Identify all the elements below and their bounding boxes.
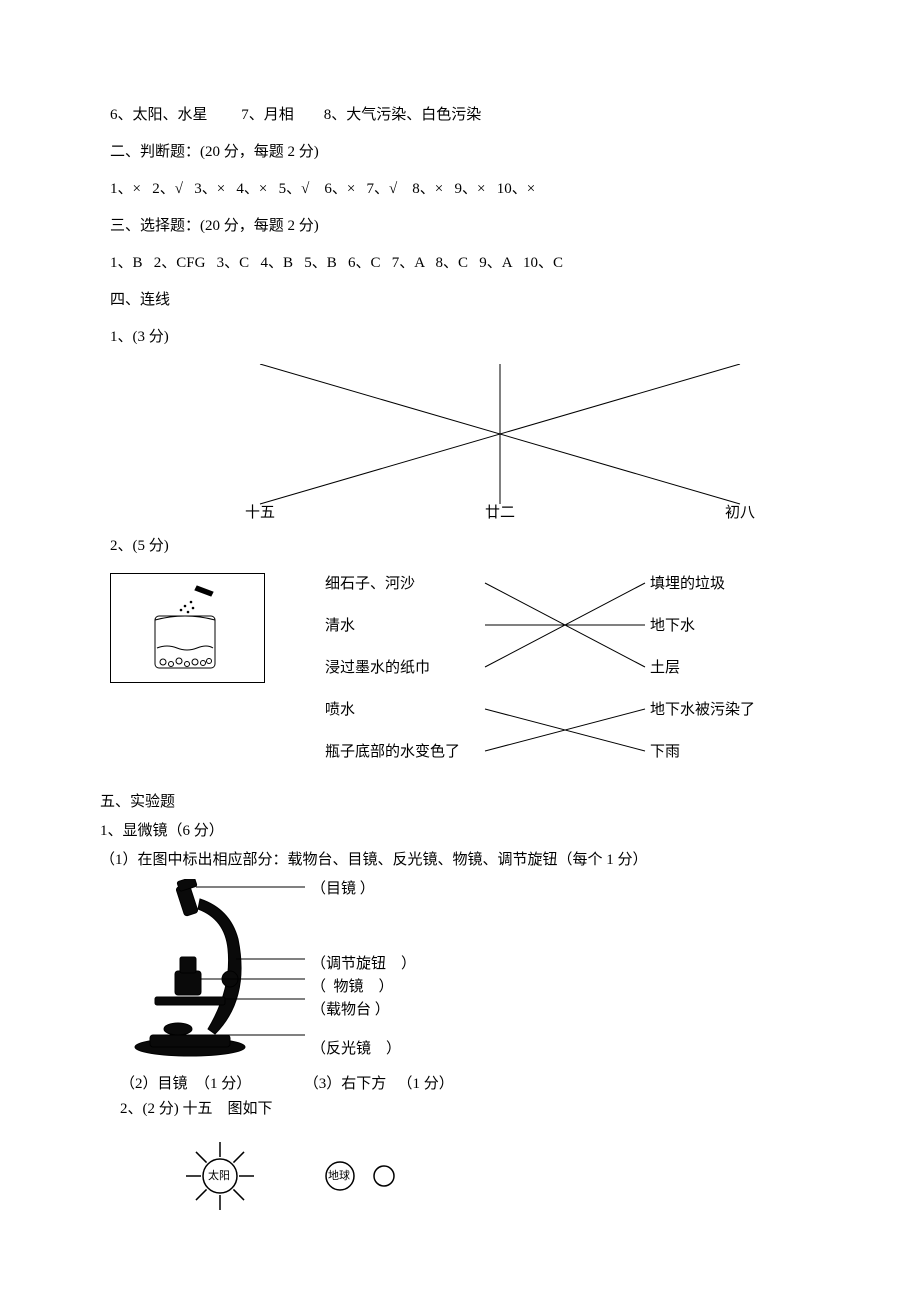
section5-q1-label: 1、显微镜（6 分）: [100, 821, 820, 842]
section2-answers: 1、× 2、√ 3、× 4、× 5、√ 6、× 7、√ 8、× 9、× 10、×: [110, 179, 820, 200]
page-content: 6、太阳、水星 7、月相 8、大气污染、白色污染 二、判断题：(20 分，每题 …: [110, 105, 820, 1216]
fill-q8: 8、大气污染、白色污染: [324, 107, 482, 123]
microscope-icon: [120, 879, 305, 1059]
micro-label-knob: （调节旋钮 ）: [311, 954, 416, 975]
q1-sub3: （3）右下方 （1 分）: [304, 1076, 454, 1092]
micro-label-stage: （载物台 ）: [311, 1000, 416, 1021]
section4-q1-label: 1、(3 分): [110, 327, 820, 348]
section2-heading: 二、判断题：(20 分，每题 2 分): [110, 142, 820, 163]
section5-q1-sub1: （1）在图中标出相应部分：载物台、目镜、反光镜、物镜、调节旋钮（每个 1 分）: [100, 850, 820, 871]
section5-q2-label: 2、(2 分) 十五 图如下: [120, 1099, 820, 1120]
microscope-image: [120, 879, 305, 1059]
section3-answers: 1、B 2、CFG 3、C 4、B 5、B 6、C 7、A 8、C 9、A 10…: [110, 253, 820, 274]
section5-q1-sub2-3: （2）目镜 （1 分） （3）右下方 （1 分）: [120, 1074, 820, 1095]
match1-label-1: 廿二: [460, 503, 540, 524]
micro-label-mirror: （反光镜 ）: [311, 1039, 416, 1060]
matching-diagram-2-wrap: 细石子、河沙 清水 浸过墨水的纸巾 喷水 瓶子底部的水变色了 填埋的垃圾 地下水…: [110, 573, 820, 768]
matching2-grid: 细石子、河沙 清水 浸过墨水的纸巾 喷水 瓶子底部的水变色了 填埋的垃圾 地下水…: [325, 573, 795, 768]
bottle-icon: [133, 582, 243, 674]
micro-label-eyepiece: （目镜 ）: [311, 879, 416, 900]
section5-heading: 五、实验题: [100, 792, 820, 813]
section4-heading: 四、连线: [110, 290, 820, 311]
match1-label-0: 十五: [220, 503, 300, 524]
bottle-illustration-box: [110, 573, 265, 683]
microscope-labels: （目镜 ） （调节旋钮 ） （ 物镜 ） （载物台 ） （反光镜 ）: [311, 879, 416, 1060]
fill-q6: 6、太阳、水星: [110, 107, 208, 123]
q1-sub2: （2）目镜 （1 分）: [120, 1076, 251, 1092]
matching1-bottom-labels: 十五 廿二 初八: [220, 503, 780, 524]
microscope-diagram: （目镜 ） （调节旋钮 ） （ 物镜 ） （载物台 ） （反光镜 ）: [120, 879, 820, 1060]
fill-q7: 7、月相: [241, 107, 294, 123]
match1-label-2: 初八: [700, 503, 780, 524]
section3-heading: 三、选择题：(20 分，每题 2 分): [110, 216, 820, 237]
sun-label: 太阳: [208, 1169, 230, 1184]
sun-earth-diagram: 太阳 地球: [180, 1136, 480, 1216]
fill-answer-6-7-8: 6、太阳、水星 7、月相 8、大气污染、白色污染: [110, 105, 820, 126]
section4-q2-label: 2、(5 分): [110, 536, 820, 557]
matching1-lines: [220, 364, 780, 524]
matching-diagram-1: 十五 廿二 初八: [220, 364, 780, 524]
micro-label-objective: （ 物镜 ）: [311, 977, 416, 998]
matching2-lines: [325, 573, 795, 768]
earth-label: 地球: [328, 1169, 350, 1184]
